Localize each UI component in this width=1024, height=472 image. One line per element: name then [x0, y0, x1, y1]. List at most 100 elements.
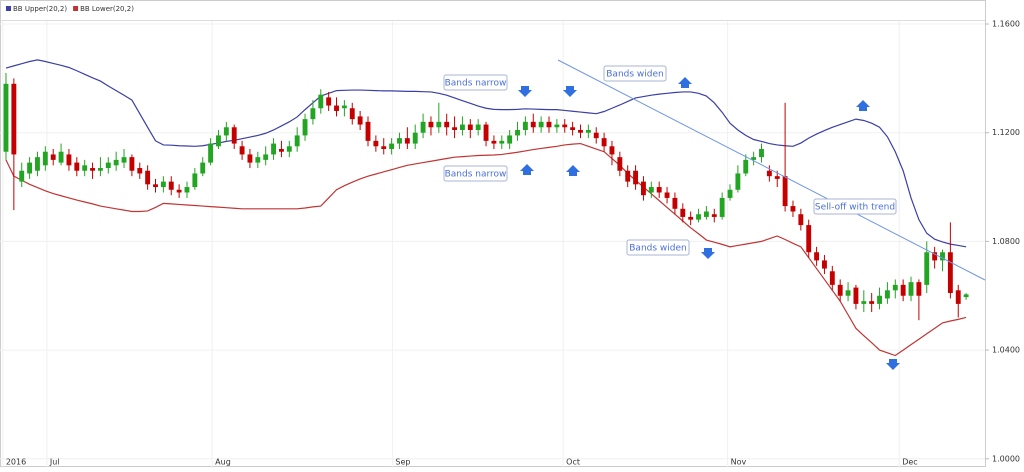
candle-body	[19, 170, 25, 182]
candle-body	[239, 146, 245, 155]
candle-body	[420, 121, 426, 133]
candle-body	[105, 162, 111, 169]
candle-body	[861, 301, 867, 304]
candle-body	[499, 140, 505, 144]
candle-body	[286, 146, 292, 152]
candle-body	[766, 170, 772, 177]
candle-body	[884, 290, 890, 299]
candle-body	[869, 301, 875, 304]
candle-body	[3, 83, 9, 152]
x-tick-label: Dec	[902, 458, 917, 467]
candle-body	[688, 216, 694, 220]
candle-body	[625, 170, 631, 182]
candle-body	[412, 132, 418, 144]
candle-body	[263, 154, 269, 160]
candle-body	[168, 181, 174, 190]
arrow-up	[856, 100, 870, 111]
candle-body	[404, 138, 410, 144]
candle-body	[255, 157, 261, 163]
candle-body	[50, 154, 56, 160]
candle-body	[176, 189, 182, 193]
candle-body	[310, 108, 316, 120]
candle-body	[467, 124, 473, 130]
annotations: Bands narrow Bands widen Bands narrow Se…	[443, 59, 986, 370]
candle-body	[530, 121, 536, 128]
candle-body	[703, 211, 709, 217]
candle-body	[617, 157, 623, 171]
candle-body	[522, 121, 528, 130]
candle-body	[160, 181, 166, 188]
candle-body	[397, 138, 402, 144]
candle-body	[491, 140, 497, 144]
candle-body	[444, 121, 450, 128]
candle-body	[601, 138, 607, 147]
candle-body	[822, 260, 827, 269]
candle-body	[648, 187, 654, 193]
candle-body	[223, 127, 229, 136]
y-tick-label: 1.0800	[992, 237, 1020, 246]
x-tick-label: 2016	[6, 458, 26, 467]
candle-body	[82, 165, 88, 171]
candle-body	[507, 135, 513, 144]
y-tick-label: 1.1200	[992, 128, 1020, 137]
arrow-down	[518, 86, 532, 97]
legend-label: BB Upper(20,2)	[13, 5, 67, 13]
annotation-text: Bands narrow	[445, 79, 507, 89]
plot-frame	[0, 0, 986, 467]
candle-body	[74, 162, 80, 171]
candle-body	[357, 116, 363, 125]
candle-body	[247, 154, 253, 163]
arrow-up	[678, 77, 692, 88]
candle-body	[341, 105, 347, 109]
annotation-text: Sell-off with trend	[815, 203, 895, 213]
candle-body	[924, 252, 930, 285]
candle-body	[137, 168, 143, 174]
candle-body	[145, 170, 151, 185]
x-tick-label: Oct	[566, 458, 580, 467]
candle-body	[829, 271, 835, 285]
legend-swatch	[73, 6, 79, 11]
annotation: Bands widen	[626, 239, 690, 256]
arrow-up	[520, 164, 534, 175]
candle-body	[515, 129, 520, 136]
candle-body	[302, 119, 308, 136]
annotation-text: Bands widen	[606, 70, 663, 80]
candle-body	[837, 284, 843, 296]
legend-label: BB Lower(20,2)	[80, 5, 134, 13]
arrow-down	[701, 248, 715, 259]
candle-body	[216, 135, 221, 147]
candle-body	[373, 140, 379, 147]
candle-body	[278, 149, 284, 152]
annotation: Sell-off with trend	[813, 198, 897, 215]
candle-body	[593, 132, 599, 139]
candle-body	[719, 197, 725, 217]
y-tick-label: 1.1600	[992, 20, 1020, 29]
candle-body	[578, 129, 583, 133]
candle-body	[318, 94, 324, 109]
candle-body	[231, 127, 237, 144]
band-line	[5, 142, 967, 357]
candle-body	[554, 124, 560, 128]
candle-body	[452, 127, 458, 130]
candle-body	[672, 197, 678, 209]
annotation-text: Bands widen	[629, 244, 686, 254]
candle-body	[66, 154, 72, 166]
candle-body	[908, 282, 914, 296]
candle-body	[326, 97, 332, 106]
x-tick-label: Sep	[395, 458, 410, 467]
candle-body	[790, 206, 796, 212]
annotation-text: Bands narrow	[445, 170, 507, 180]
candle-body	[294, 135, 300, 147]
candle-body	[947, 252, 953, 294]
candle-body	[727, 189, 733, 198]
candle-body	[113, 159, 119, 166]
candle-body	[35, 157, 40, 171]
candle-body	[121, 157, 127, 163]
candle-body	[90, 168, 95, 171]
candle-body	[782, 176, 788, 207]
annotation: Bands narrow	[443, 74, 508, 91]
candle-body	[900, 284, 906, 296]
candle-body	[641, 181, 646, 196]
candle-body	[538, 121, 544, 128]
